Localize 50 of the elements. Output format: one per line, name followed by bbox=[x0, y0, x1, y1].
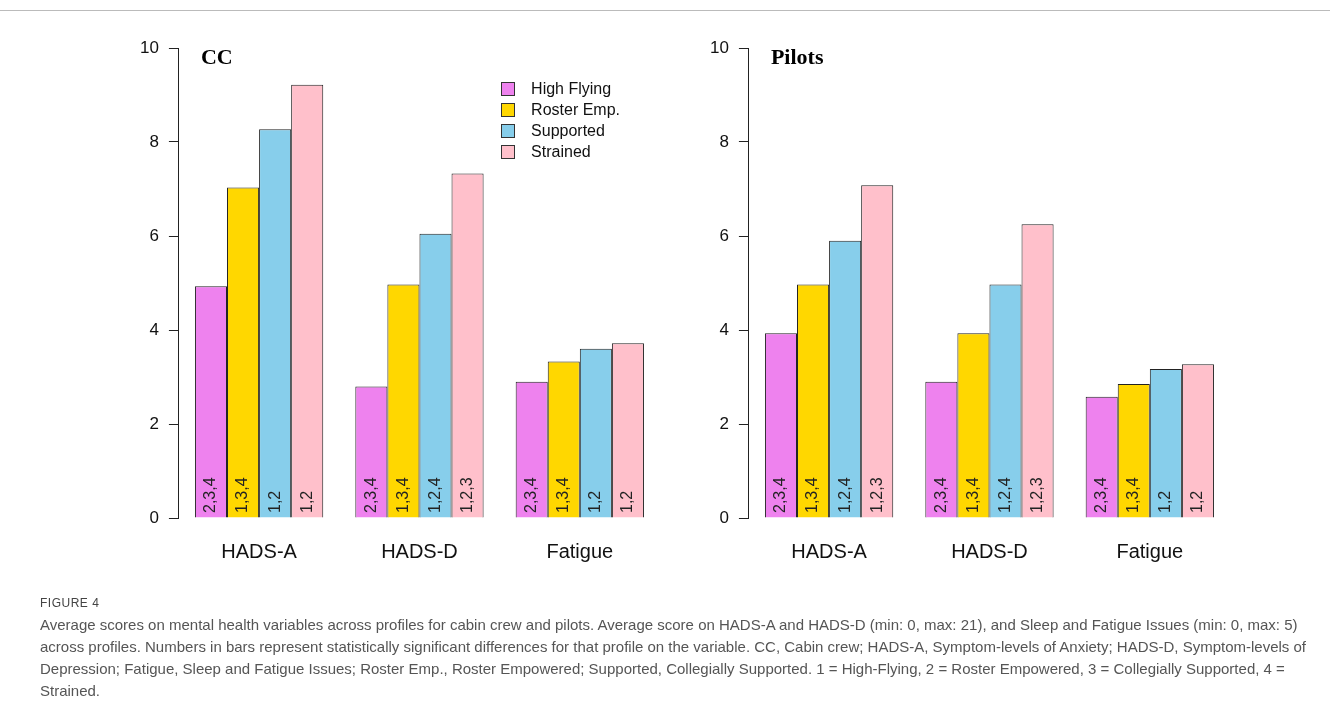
annotation: 1,3,4 bbox=[233, 477, 251, 513]
x-tick-label: Fatigue bbox=[1116, 539, 1184, 562]
annotation: 2,3,4 bbox=[771, 477, 789, 513]
annotation: 1,3,4 bbox=[554, 477, 572, 513]
annotation: 1,2,3 bbox=[457, 477, 475, 513]
chart-title: CC bbox=[200, 44, 233, 70]
annotation: 1,3,4 bbox=[393, 477, 411, 513]
annotation: 1,2,4 bbox=[995, 477, 1013, 513]
annotation: 2,3,4 bbox=[1092, 477, 1110, 513]
annotation: 2,3,4 bbox=[522, 477, 540, 513]
annotation: 1,2 bbox=[586, 490, 604, 513]
annotation: 1,2,4 bbox=[425, 477, 443, 513]
annotation: 2,3,4 bbox=[361, 477, 379, 513]
y-tick-label: 8 bbox=[719, 131, 729, 151]
annotation: 1,2 bbox=[265, 490, 283, 513]
legend-label: Supported bbox=[531, 121, 605, 141]
annotation: 1,2 bbox=[1156, 490, 1174, 513]
annotation: 1,2,4 bbox=[835, 477, 853, 513]
legend-label: Strained bbox=[531, 142, 591, 162]
caption: FIGURE 4 bbox=[40, 595, 101, 612]
text: Average scores on mental health variables across profiles for cabin crew and pilots. Average score on HADS-A and HADS-D (min: 0, max: 21), and Sleep and Fatigue Issues (min: 0, max: 5) across profiles. Numbers in bars represent statistically significant differences for that profile on the variable. CC, Cabin crew; HADS-A, Symptom-levels of Anxiety; HADS-D, Symptom-levels of Depression; Fatigue, Sleep and Fatigue Issues; Roster Emp., Roster Empowered; Supported, Collegially Supported. 1 = High-Flying, 2 = Roster Empowered, 3 = Collegially Supported, 4 = Strained. bbox=[40, 615, 1308, 701]
y-tick-label: 4 bbox=[149, 319, 159, 339]
y-tick-label: 0 bbox=[149, 507, 159, 527]
legend-label: Roster Emp. bbox=[531, 100, 620, 120]
annotation: 1,3,4 bbox=[1124, 477, 1142, 513]
x-tick-label: HADS-A bbox=[221, 539, 298, 562]
y-tick-label: 4 bbox=[719, 319, 729, 339]
annotation: 1,2 bbox=[1188, 490, 1206, 513]
y-tick-label: 2 bbox=[719, 413, 729, 433]
annotation: 1,2,3 bbox=[1027, 477, 1045, 513]
annotation: 1,3,4 bbox=[963, 477, 981, 513]
annotation: 1,2 bbox=[618, 490, 636, 513]
x-tick-label: HADS-D bbox=[381, 539, 458, 562]
y-tick-label: 6 bbox=[149, 225, 159, 245]
y-tick-label: 8 bbox=[149, 131, 159, 151]
y-tick-label: 6 bbox=[719, 225, 729, 245]
y-tick-label: 10 bbox=[139, 37, 159, 57]
y-tick-label: 0 bbox=[719, 507, 729, 527]
annotation: 2,3,4 bbox=[201, 477, 219, 513]
legend-label: High Flying bbox=[531, 79, 612, 99]
x-tick-label: HADS-A bbox=[791, 539, 868, 562]
annotation: 1,3,4 bbox=[803, 477, 821, 513]
chart-title: Pilots bbox=[770, 44, 824, 70]
y-tick-label: 10 bbox=[709, 37, 729, 57]
annotation: 1,2,3 bbox=[867, 477, 885, 513]
annotation: 1,2 bbox=[297, 490, 315, 513]
y-tick-label: 2 bbox=[149, 413, 159, 433]
annotation: 2,3,4 bbox=[931, 477, 949, 513]
x-tick-label: Fatigue bbox=[546, 539, 614, 562]
x-tick-label: HADS-D bbox=[951, 539, 1028, 562]
